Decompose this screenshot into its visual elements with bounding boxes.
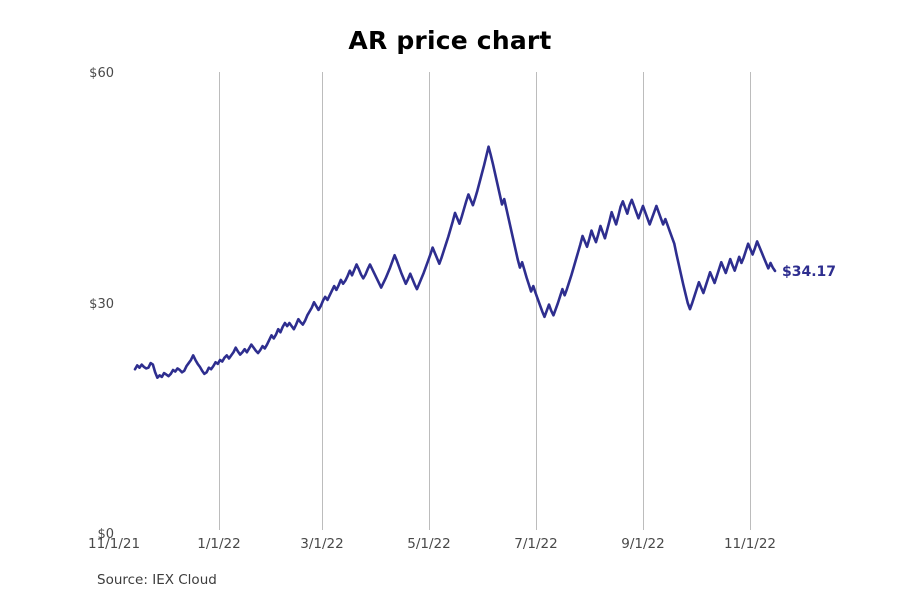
xtick-label-3: 5/1/22 [407, 536, 450, 552]
vertical-gridlines [219, 72, 751, 530]
price-line-series [133, 145, 777, 379]
ytick-label-0: $0 [97, 527, 114, 542]
x-axis-tick-labels: 11/1/21 1/1/22 3/1/22 5/1/22 7/1/22 9/1/… [88, 536, 776, 552]
ytick-label-60: $60 [89, 66, 114, 81]
ytick-label-30: $30 [89, 297, 114, 312]
xtick-label-0: 11/1/21 [88, 536, 140, 552]
xtick-label-5: 9/1/22 [621, 536, 664, 552]
source-attribution: Source: IEX Cloud [97, 572, 217, 588]
y-axis-tick-labels: $60 $30 $0 [89, 66, 114, 542]
last-price-label: $34.17 [782, 264, 836, 280]
chart-title: AR price chart [348, 26, 552, 55]
xtick-label-2: 3/1/22 [300, 536, 343, 552]
xtick-label-6: 11/1/22 [724, 536, 776, 552]
xtick-label-1: 1/1/22 [197, 536, 240, 552]
xtick-label-4: 7/1/22 [514, 536, 557, 552]
